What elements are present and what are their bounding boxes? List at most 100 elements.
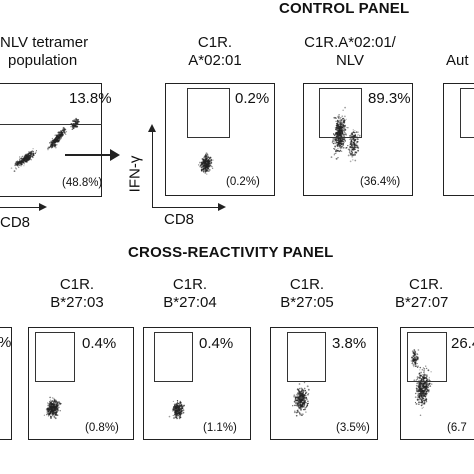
tetramer-gate-percent: 13.8%	[69, 90, 112, 107]
scatter-dot	[58, 139, 61, 141]
scatter-dot	[354, 136, 357, 138]
scatter-dot	[175, 408, 178, 410]
scatter-dot	[357, 134, 359, 136]
scatter-dot	[302, 395, 304, 398]
control-plot-1-sub-percent: (0.2%)	[226, 176, 260, 188]
scatter-dot	[426, 382, 428, 384]
scatter-dot	[45, 413, 48, 416]
scatter-dot	[54, 417, 57, 420]
scatter-dot	[22, 158, 24, 161]
scatter-dot	[29, 152, 31, 154]
scatter-dot	[19, 164, 21, 166]
scatter-dot	[210, 162, 212, 164]
scatter-dot	[307, 388, 310, 391]
scatter-dot	[417, 390, 419, 393]
scatter-dot	[417, 382, 420, 385]
scatter-dot	[305, 406, 307, 409]
scatter-dot	[420, 388, 423, 390]
scatter-dot	[340, 134, 343, 136]
scatter-dot	[47, 415, 49, 417]
scatter-dot	[415, 355, 418, 358]
scatter-dot	[60, 133, 63, 136]
scatter-dot	[174, 403, 176, 405]
scatter-dot	[21, 162, 24, 165]
scatter-dot	[425, 367, 428, 370]
scatter-dot	[295, 404, 298, 407]
scatter-dot	[333, 153, 335, 155]
scatter-dot	[177, 414, 180, 416]
scatter-dot	[421, 393, 423, 396]
scatter-dot	[177, 417, 179, 419]
scatter-dot	[354, 148, 356, 150]
scatter-dot	[47, 410, 49, 412]
scatter-dot	[422, 403, 424, 406]
scatter-dot	[204, 172, 206, 174]
scatter-dot	[353, 145, 356, 148]
scatter-dot	[341, 132, 344, 134]
scatter-dot	[342, 142, 345, 145]
scatter-dot	[351, 154, 354, 156]
scatter-dot	[341, 140, 344, 143]
scatter-dot	[349, 144, 350, 146]
control-plot-3	[443, 83, 474, 196]
scatter-dot	[416, 382, 418, 385]
scatter-dot	[21, 156, 23, 158]
scatter-dot	[332, 133, 335, 135]
scatter-dot	[296, 397, 299, 399]
scatter-dot	[306, 402, 309, 405]
scatter-dot	[340, 143, 343, 146]
scatter-dot	[179, 409, 182, 412]
scatter-dot	[349, 138, 352, 141]
scatter-dot	[414, 392, 417, 395]
scatter-dot	[423, 394, 426, 397]
scatter-dot	[416, 357, 419, 360]
scatter-dot	[76, 118, 78, 121]
scatter-dot	[336, 125, 338, 127]
control-plot-1-label: C1R. A*02:01	[170, 34, 260, 70]
scatter-dot	[55, 404, 57, 406]
scatter-dot	[416, 366, 419, 368]
scatter-dot	[52, 414, 54, 416]
scatter-dot	[23, 163, 25, 165]
scatter-dot	[72, 122, 75, 125]
scatter-dot	[47, 147, 49, 150]
scatter-dot	[413, 349, 416, 351]
scatter-dot	[351, 139, 353, 141]
scatter-dot	[181, 407, 184, 410]
scatter-dot	[55, 134, 57, 136]
scatter-dot	[339, 127, 341, 130]
scatter-dot	[56, 405, 59, 407]
scatter-dot	[419, 394, 422, 396]
scatter-dot	[20, 163, 23, 166]
scatter-dot	[204, 160, 206, 163]
scatter-dot	[180, 412, 183, 415]
scatter-dot	[56, 141, 58, 143]
scatter-dot	[13, 170, 16, 172]
scatter-dot	[202, 167, 205, 170]
scatter-dot	[204, 155, 206, 157]
scatter-dot	[77, 118, 80, 121]
scatter-dot	[306, 391, 308, 393]
scatter-dot	[413, 354, 415, 357]
scatter-dot	[354, 141, 356, 143]
scatter-dot	[299, 398, 302, 401]
scatter-dot	[414, 401, 417, 404]
scatter-dot	[173, 417, 175, 419]
scatter-dot	[355, 151, 358, 154]
scatter-dot	[348, 148, 350, 151]
tetramer-label: NLV tetramer population	[0, 34, 115, 70]
scatter-dot	[351, 155, 354, 158]
scatter-dot	[56, 401, 59, 404]
cross-plot-2-gate	[154, 332, 193, 382]
cross-plot-4	[400, 327, 474, 440]
scatter-dot	[56, 414, 59, 416]
cross-plot-3-label-line1: C1R.	[289, 276, 325, 293]
scatter-dot	[335, 139, 337, 141]
scatter-dot	[300, 402, 302, 404]
scatter-dot	[341, 139, 343, 142]
scatter-dot	[51, 146, 53, 148]
scatter-dot	[416, 353, 418, 355]
scatter-dot	[173, 406, 175, 408]
scatter-dot	[60, 131, 63, 133]
scatter-dot	[417, 365, 419, 368]
